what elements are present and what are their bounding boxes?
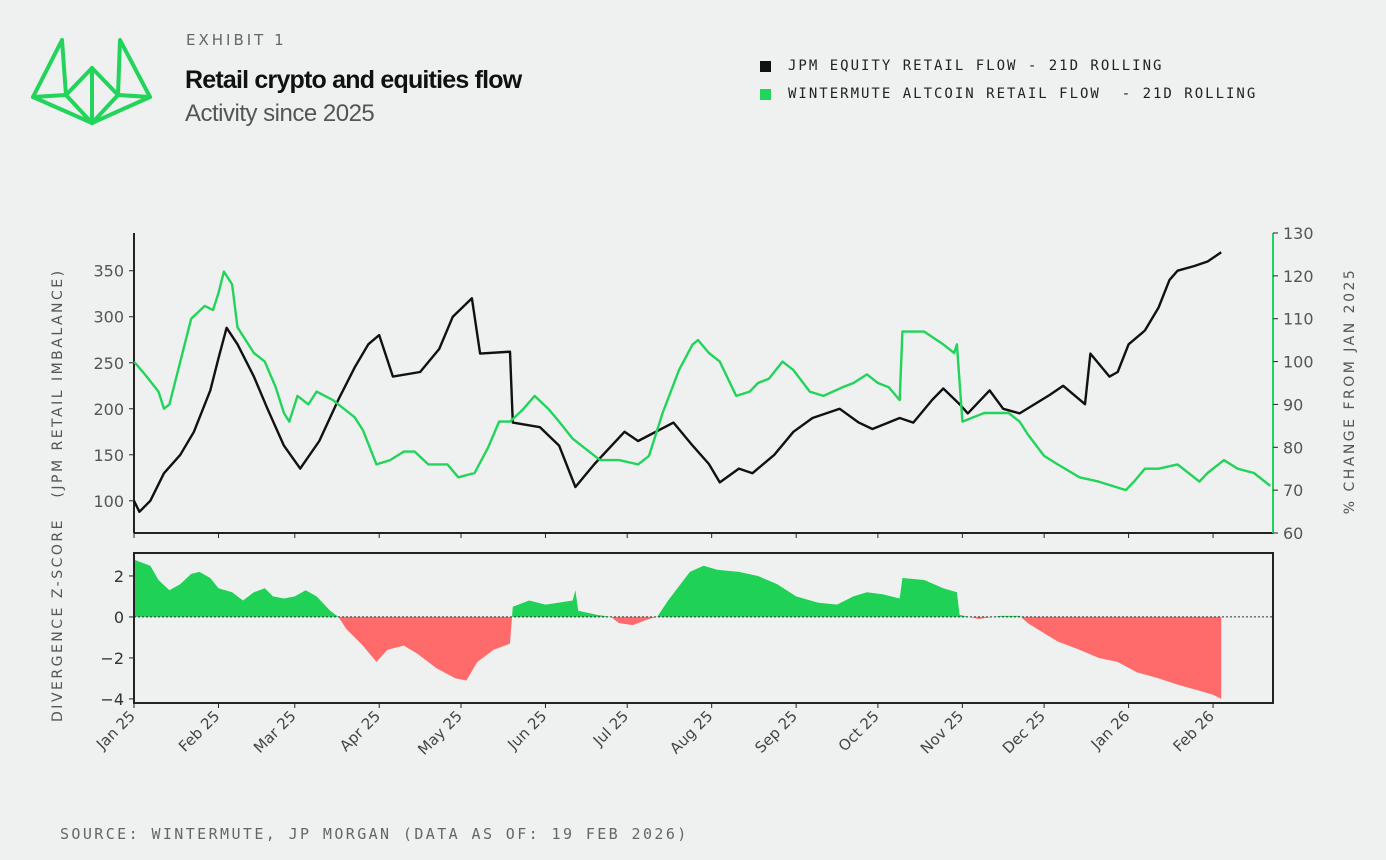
x-tick-label: Jul 25 <box>589 707 632 750</box>
legend: JPM EQUITY RETAIL FLOW - 21D ROLLING WIN… <box>760 52 1257 108</box>
left-y-tick-label: 100 <box>93 492 124 511</box>
x-tick-label: Apr 25 <box>336 707 384 755</box>
legend-item-wintermute: WINTERMUTE ALTCOIN RETAIL FLOW - 21D ROL… <box>760 80 1257 108</box>
right-y-axis-label: % CHANGE FROM JAN 2025 <box>1342 268 1358 515</box>
z-y-tick-label: 0 <box>114 608 124 627</box>
right-y-tick-label: 100 <box>1283 353 1314 372</box>
x-tick-label: Dec 25 <box>999 707 1049 757</box>
wintermute-altcoin-line <box>133 270 1272 492</box>
legend-label-wintermute: WINTERMUTE ALTCOIN RETAIL FLOW - 21D ROL… <box>788 86 1258 102</box>
bottom-panel-frame <box>133 552 1274 704</box>
legend-label-jpm: JPM EQUITY RETAIL FLOW - 21D ROLLING <box>788 58 1164 74</box>
legend-swatch-wintermute <box>760 88 771 100</box>
x-tick-label: Jun 25 <box>503 707 550 754</box>
x-tick-label: Jan 25 <box>92 707 139 754</box>
left-y-axis-label: (JPM RETAIL IMBALANCE) <box>50 268 66 497</box>
right-y-tick-label: 80 <box>1283 438 1303 457</box>
legend-swatch-jpm <box>760 60 771 72</box>
wintermute-logo <box>31 38 152 125</box>
x-tick-label: Feb 25 <box>175 707 223 755</box>
z-y-tick-label: −4 <box>100 690 124 709</box>
left-y-tick-label: 250 <box>93 354 124 373</box>
chart-subtitle: Activity since 2025 <box>185 100 375 127</box>
x-tick-label: Nov 25 <box>917 707 967 757</box>
left-y-tick-label: 200 <box>93 400 124 419</box>
negative-divergence-area <box>134 616 1222 699</box>
chart-title: Retail crypto and equities flow <box>185 66 522 94</box>
x-tick-label: Sep 25 <box>751 707 801 757</box>
x-tick-label: May 25 <box>414 707 466 759</box>
right-y-tick-label: 120 <box>1283 267 1314 286</box>
x-tick-label: Feb 26 <box>1169 707 1217 755</box>
right-y-tick-label: 110 <box>1283 310 1314 329</box>
right-y-tick-label: 90 <box>1283 395 1303 414</box>
x-tick-label: Aug 25 <box>666 707 716 757</box>
left-y-tick-label: 300 <box>93 308 124 327</box>
right-y-tick-label: 130 <box>1283 224 1314 243</box>
left-y-tick-label: 150 <box>93 446 124 465</box>
legend-item-jpm: JPM EQUITY RETAIL FLOW - 21D ROLLING <box>760 52 1257 80</box>
x-tick-label: Jan 26 <box>1087 707 1134 754</box>
z-y-tick-label: 2 <box>114 567 124 586</box>
source-note: SOURCE: WINTERMUTE, JP MORGAN (DATA AS O… <box>60 825 689 843</box>
exhibit-label: EXHIBIT 1 <box>186 31 287 49</box>
z-y-axis-label: DIVERGENCE Z-SCORE <box>50 518 66 722</box>
left-y-tick-label: 350 <box>93 262 124 281</box>
right-y-tick-label: 60 <box>1283 524 1303 543</box>
x-tick-label: Oct 25 <box>835 707 883 755</box>
positive-divergence-area <box>134 559 1222 617</box>
x-tick-label: Mar 25 <box>250 707 300 757</box>
jpm-equity-line <box>132 251 1222 513</box>
right-y-tick-label: 70 <box>1283 481 1303 500</box>
z-y-tick-label: −2 <box>100 649 124 668</box>
